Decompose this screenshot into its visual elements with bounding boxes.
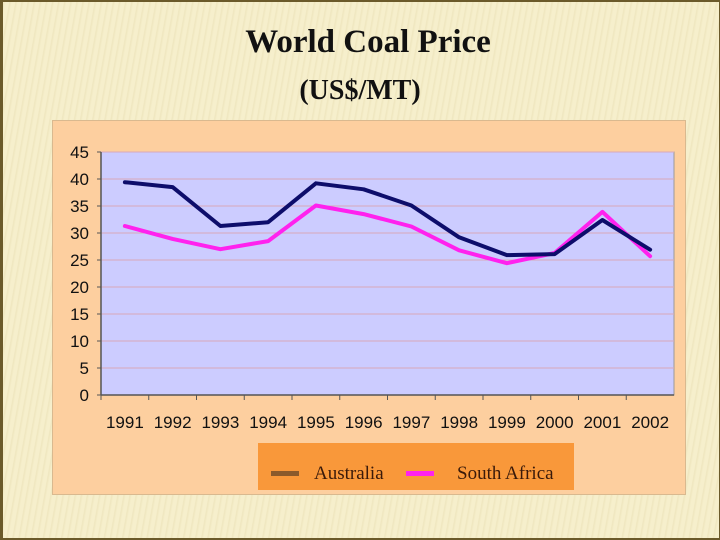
legend-label-australia: Australia — [314, 463, 384, 484]
y-tick-label: 5 — [80, 359, 89, 378]
x-tick-label: 1991 — [106, 413, 144, 432]
y-tick-label: 45 — [70, 143, 89, 162]
chart-container: 0 5 10 15 20 25 30 35 40 45 1991 1992 1993 1994 1995 19… — [52, 120, 686, 495]
plot-area — [100, 151, 675, 396]
series-line-australia — [122, 180, 653, 258]
chart-legend: Australia South Africa — [258, 443, 574, 490]
y-tick-label: 0 — [80, 386, 89, 405]
australia-legend-swatch — [271, 471, 299, 476]
y-tick-label: 40 — [70, 170, 89, 189]
y-tick-label: 20 — [70, 278, 89, 297]
x-tick-label: 1999 — [488, 413, 526, 432]
y-tick-label: 15 — [70, 305, 89, 324]
x-tick-label: 1996 — [345, 413, 383, 432]
x-tick-label: 2002 — [631, 413, 669, 432]
line-chart: 0 5 10 15 20 25 30 35 40 45 1991 1992 1993 1994 1995 19… — [70, 143, 675, 432]
y-tick-label: 35 — [70, 197, 89, 216]
x-tick-label: 1997 — [392, 413, 430, 432]
slide-title: World Coal Price — [245, 24, 491, 60]
y-tick-label: 30 — [70, 224, 89, 243]
x-tick-label: 1992 — [154, 413, 192, 432]
x-tick-label: 1995 — [297, 413, 335, 432]
x-tick-label: 2000 — [536, 413, 574, 432]
legend-label-south-africa: South Africa — [457, 463, 554, 484]
x-tick-label: 1998 — [440, 413, 478, 432]
slide-subtitle: (US$/MT) — [299, 75, 421, 106]
x-tick-label: 1994 — [249, 413, 287, 432]
x-tick-label: 2001 — [583, 413, 621, 432]
x-tick-label: 1993 — [201, 413, 239, 432]
south-africa-legend-swatch — [406, 471, 434, 476]
y-tick-label: 10 — [70, 332, 89, 351]
y-tick-label: 25 — [70, 251, 89, 270]
